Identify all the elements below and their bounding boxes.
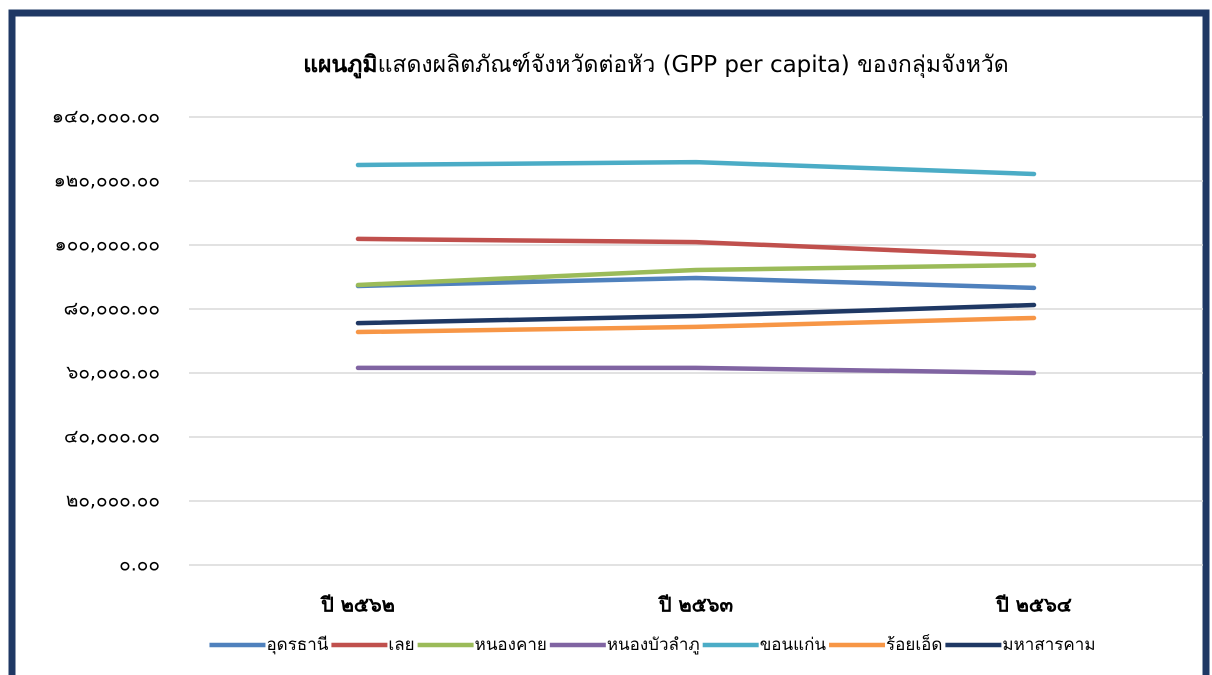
chart-frame — [8, 9, 1210, 675]
legend-label: หนองคาย — [475, 635, 547, 655]
series-line — [355, 365, 1037, 376]
title-bold: แผนภูมิ — [303, 52, 377, 79]
legend-label: มหาสารคาม — [1002, 635, 1095, 655]
chart-title: แผนภูมิแสดงผลิตภัณฑ์จังหวัดต่อหัว (GPP p… — [303, 51, 1009, 79]
legend-label: อุดรธานี — [266, 635, 328, 655]
legend-label: ร้อยเอ็ด — [886, 633, 942, 655]
x-tick-label: ปี ๒๕๖๔ — [995, 593, 1072, 617]
y-tick-label: ๘๐,๐๐๐.๐๐ — [64, 298, 160, 320]
y-tick-label: ๒๐,๐๐๐.๐๐ — [66, 490, 160, 512]
y-tick-label: ๐.๐๐ — [119, 554, 160, 576]
legend-label: หนองบัวลำภู — [607, 635, 700, 655]
y-tick-label: ๑๔๐,๐๐๐.๐๐ — [52, 106, 160, 128]
x-tick-label: ปี ๒๕๖๓ — [658, 593, 734, 617]
y-tick-label: ๑๒๐,๐๐๐.๐๐ — [54, 170, 160, 192]
x-tick-label: ปี ๒๕๖๒ — [320, 593, 395, 617]
legend-label: ขอนแก่น — [760, 635, 827, 655]
series-line — [355, 159, 1037, 177]
title-rest: แสดงผลิตภัณฑ์จังหวัดต่อหัว (GPP per capi… — [378, 51, 1009, 78]
legend-label: เลย — [388, 635, 414, 655]
y-tick-label: ๑๐๐,๐๐๐.๐๐ — [55, 234, 160, 256]
series-line — [355, 236, 1037, 259]
series-line — [355, 262, 1037, 288]
y-tick-label: ๖๐,๐๐๐.๐๐ — [66, 362, 160, 384]
series-line — [355, 302, 1037, 326]
series-line — [355, 275, 1037, 291]
y-tick-label: ๔๐,๐๐๐.๐๐ — [64, 426, 160, 448]
series-line — [355, 315, 1037, 335]
